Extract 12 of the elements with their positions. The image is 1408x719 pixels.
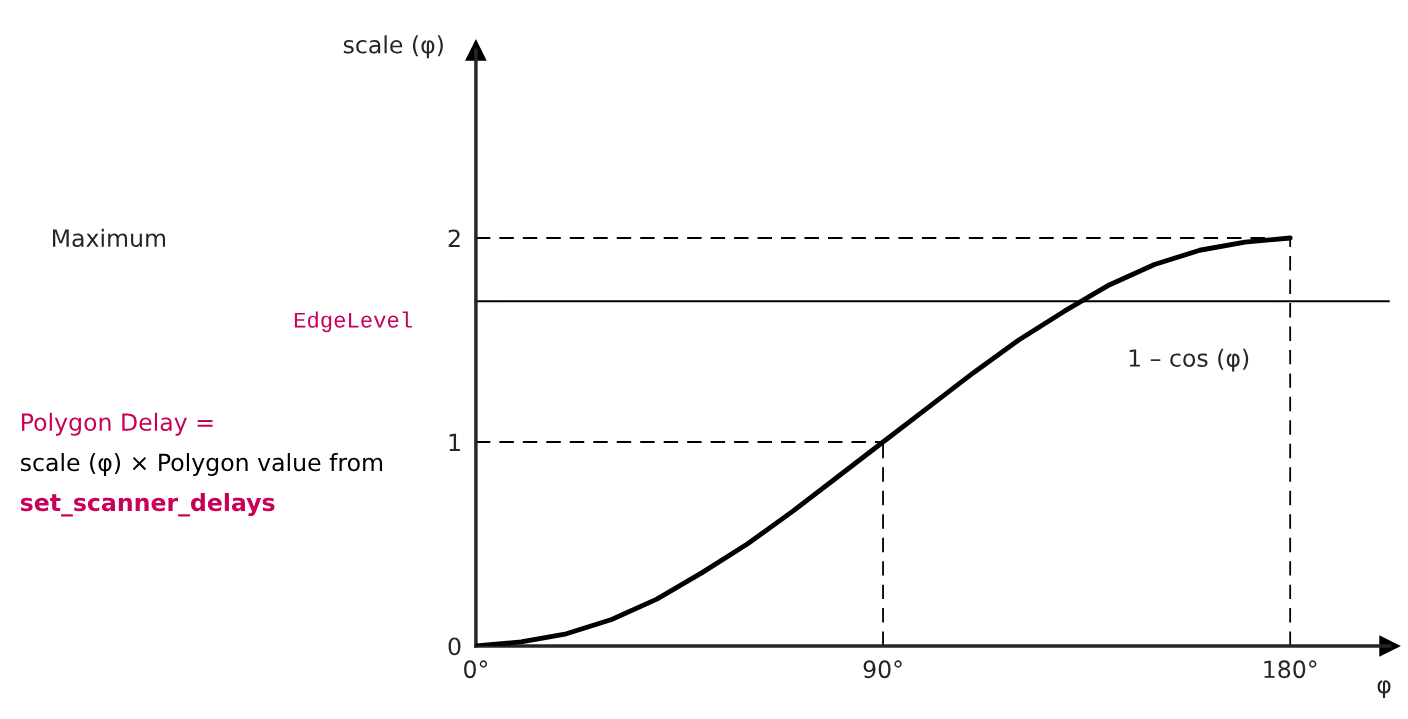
y-tick-label: 1 — [449, 433, 460, 451]
ref-line-label: EdgeLevel — [294, 311, 412, 333]
y-tick-label: 0 — [448, 637, 461, 656]
y-axis-title: scale (φ) — [343, 35, 443, 59]
x-tick-label: 180° — [1264, 660, 1317, 679]
x-axis-title: φ — [1377, 680, 1391, 699]
annotation: 1 – cos (φ) — [1129, 348, 1249, 372]
text: Maximum — [53, 228, 166, 247]
x-tick-label: 0° — [464, 660, 488, 679]
x-tick-label: 90° — [863, 660, 902, 679]
y-tick-label: 2 — [448, 229, 460, 247]
text: Polygon Delay = scale (φ) × Polygon value from set_scanner_delays — [20, 412, 383, 517]
